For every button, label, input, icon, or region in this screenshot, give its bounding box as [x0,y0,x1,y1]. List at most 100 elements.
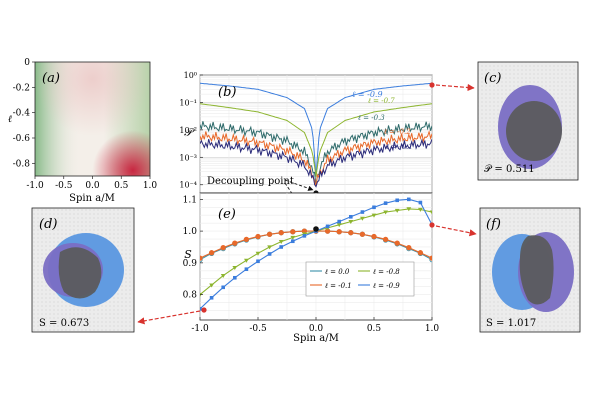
panel-e-point [208,250,215,256]
panel-d-label: (d) [39,217,57,232]
panel-e-x-tick-label: 0.0 [309,324,324,334]
panel-d-value: S = 0.673 [39,318,89,329]
panel-b-series-line [200,103,432,177]
panel-e-point [337,219,341,224]
panel-e-point [395,198,399,203]
panel-e-point [336,223,342,228]
panel-e-legend-label: ℓ = -0.9 [372,282,400,290]
panel-b-series-label: ℓ = -0.7 [367,97,395,105]
panel-b-y-tick-label: 10⁻² [179,126,197,135]
marker-f-source [429,222,435,228]
panel-c: (c) 𝒫 = 0.511 [477,61,579,181]
panel-f-value: S = 1.017 [486,318,536,329]
panel-e-point [209,283,214,288]
panel-e-point [267,252,272,256]
panel-e-point [349,215,353,219]
panel-e-point [278,239,284,244]
panel-e-point [266,231,273,237]
panel-e-point [267,245,272,250]
panel-e-point [407,197,411,202]
panel-d: (d) S = 0.673 [31,207,135,333]
panel-e-point [325,224,330,229]
panel-e-point [382,236,389,243]
panel-a-y-tick-label: -0.2 [13,83,30,93]
panel-b-y-tick-label: 10⁰ [184,71,197,80]
panel-e-point [383,201,388,205]
panel-e-point [336,229,342,235]
panel-e-point [359,231,366,237]
panel-e-y-tick-label: 1.1 [183,195,197,205]
panel-e-point [290,235,296,240]
panel-e-point [200,255,203,261]
panel-e-point [200,307,202,311]
panel-e-point [429,210,432,215]
panel-b-y-tick-label: 10⁻³ [179,153,197,162]
panel-e-point [360,210,365,214]
connector-arrows [137,82,477,325]
panel-e-point [302,234,307,238]
panel-e-x-tick-label: 0.5 [367,324,382,334]
panel-b-y-tick-label: 10⁻⁴ [179,181,197,190]
panel-b-label: (b) [218,85,236,100]
panel-e-point [255,233,261,240]
panel-e-point [244,267,249,271]
panel-e-point [394,208,400,213]
panel-e-point [418,200,423,205]
panel-e-legend-label: ℓ = 0.0 [324,268,350,276]
panel-e-x-tick-label: -1.0 [191,324,209,334]
heatmap-red-region [35,62,150,176]
panel-c-value: 𝒫 = 0.511 [484,164,535,175]
panel-c-label: (c) [484,71,501,86]
panel-a: (a) -1.0 -0.5 0.0 0.5 1.0 -0.8-0.6-0.4-0.20 … [8,58,158,204]
marker-d-source [201,307,207,313]
panel-e-y-tick-label: 0.9 [183,259,198,269]
panel-a-y-tick-label: 0 [24,58,30,68]
panel-a-y-tick-label: -0.8 [13,159,31,169]
panel-f: (f) S = 1.017 [479,207,581,333]
panel-e-point [394,240,400,246]
panel-b-series-line [200,138,432,188]
panel-e-point [255,251,261,256]
panel-e-x-ticks: -1.0 -0.5 0.0 0.5 1.0 [191,317,439,334]
panel-e: 0.8 0.9 1.0 1.1 -1.0 -0.5 0.0 0.5 1.0 (e) S Spi… [183,192,439,344]
panel-e-ylabel: S [184,248,192,261]
panel-e-point [243,236,250,243]
panel-e-point [348,230,354,236]
panel-a-x-tick-label: 1.0 [143,181,158,191]
panel-e-y-ticks: 0.8 0.9 1.0 1.1 [183,195,203,301]
panel-a-x-tick-label: -0.5 [55,181,73,191]
decoupling-marker-e [313,226,319,232]
panel-b: ℓ = -0.9ℓ = -0.7 ℓ = -0.3 ℓ = -0.2 ℓ = -0.1… [179,71,433,226]
panel-b-grid [199,74,433,193]
panel-b-series-label: ℓ = -0.2 [383,128,411,136]
panel-b-series [200,82,432,188]
decoupling-point-label: Decoupling point [207,176,294,187]
arrow-to-c [435,83,475,92]
panel-e-point [221,285,225,290]
panel-b-series-label: ℓ = -0.3 [357,114,385,122]
panel-e-point [232,240,238,246]
panel-a-x-ticks: -1.0 -0.5 0.0 0.5 1.0 [26,176,157,191]
panel-e-legend: ℓ = 0.0 ℓ = -0.1 ℓ = -0.8 ℓ = -0.9 [305,261,415,297]
panel-b-series-label: ℓ = -0.9 [352,90,383,99]
arrow-to-d [137,310,201,325]
panel-f-label: (f) [486,217,501,232]
panel-b-ylabel: 𝒫 [184,126,195,139]
panel-e-legend-box [305,261,415,297]
panel-e-legend-label: ℓ = -0.8 [372,268,400,276]
panel-a-y-tick-label: -0.6 [13,134,31,144]
panel-b-legend: ℓ = -0.9ℓ = -0.7 ℓ = -0.3 ℓ = -0.2 ℓ = -0.1 [352,90,413,151]
panel-e-y-tick-label: 1.0 [183,227,198,237]
panel-e-point [256,259,260,264]
panel-e-point [418,207,423,212]
arrow-to-f [435,225,477,237]
panel-e-point [220,273,226,278]
panel-e-label: (e) [218,207,236,222]
panel-a-y-tick-label: -0.4 [13,109,31,119]
panel-e-point [244,258,249,263]
panel-b-series-label: ℓ = -0.1 [385,143,413,151]
panel-e-point [291,239,295,244]
panel-a-x-tick-label: 0.0 [85,181,100,191]
panel-e-point [220,244,226,251]
